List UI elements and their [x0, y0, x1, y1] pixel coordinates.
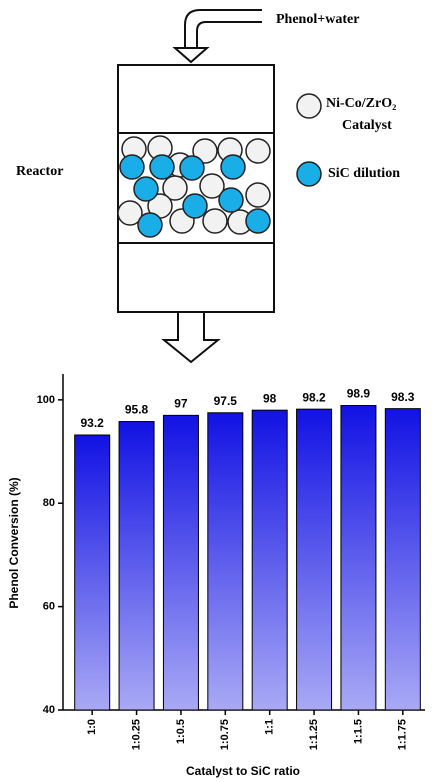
- dilution-label: SiC dilution: [328, 166, 400, 181]
- x-tick-label: 1:1.75: [397, 719, 409, 750]
- bar: [118, 421, 155, 711]
- value-label: 97: [174, 397, 188, 411]
- x-tick-label: 1:1.5: [352, 719, 364, 744]
- bar: [74, 434, 111, 711]
- bar: [162, 414, 199, 711]
- x-tick-label: 1:0: [86, 719, 98, 735]
- catalyst-label: Ni-Co/ZrO₂: [326, 96, 396, 111]
- x-tick-label: 1:1.25: [308, 719, 320, 750]
- bar: [340, 405, 377, 711]
- value-label: 98.9: [347, 387, 371, 401]
- y-tick-label: 100: [37, 394, 55, 406]
- x-tick-label: 1:1: [264, 719, 276, 735]
- inlet-label: Phenol+water: [276, 12, 359, 27]
- bar: [251, 409, 288, 711]
- bar: [207, 412, 244, 711]
- catalyst-label: Catalyst: [342, 118, 392, 133]
- value-label: 93.2: [81, 416, 105, 430]
- x-tick-label: 1:0.25: [130, 719, 142, 750]
- bar: [296, 408, 333, 711]
- value-label: 98: [263, 391, 277, 405]
- value-label: 98.3: [391, 390, 415, 404]
- x-tick-label: 1:0.75: [219, 719, 231, 750]
- reactor-label: Reactor: [16, 164, 63, 179]
- x-tick-label: 1:0.5: [175, 719, 187, 744]
- bar: [384, 408, 421, 711]
- value-label: 98.2: [302, 390, 326, 404]
- y-axis-label: Phenol Conversion (%): [7, 477, 21, 608]
- value-label: 97.5: [214, 394, 238, 408]
- y-tick-label: 80: [43, 497, 55, 509]
- value-label: 95.8: [125, 403, 149, 417]
- y-tick-label: 40: [43, 704, 55, 716]
- particles: [117, 93, 322, 238]
- y-tick-label: 60: [43, 601, 55, 613]
- x-axis-label: Catalyst to SiC ratio: [186, 764, 300, 778]
